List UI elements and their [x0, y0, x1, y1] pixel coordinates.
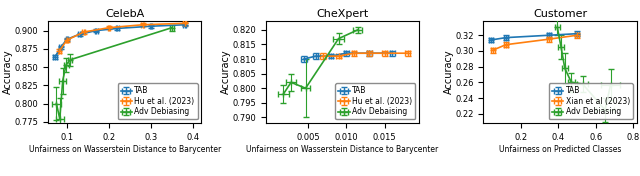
- Title: Customer: Customer: [533, 9, 587, 19]
- X-axis label: Unfairness on Predicted Classes: Unfairness on Predicted Classes: [499, 145, 621, 154]
- Y-axis label: Accuracy: Accuracy: [221, 50, 231, 95]
- Y-axis label: Accuracy: Accuracy: [3, 50, 13, 95]
- Legend: TAB, Hu et al. (2023), Adv Debiasing: TAB, Hu et al. (2023), Adv Debiasing: [118, 83, 198, 119]
- Legend: TAB, Hu et al. (2023), Adv Debaising: TAB, Hu et al. (2023), Adv Debaising: [335, 83, 415, 119]
- X-axis label: Unfairness on Wasserstein Distance to Barycenter: Unfairness on Wasserstein Distance to Ba…: [29, 145, 221, 154]
- Legend: TAB, Xian et al (2023), Adv Debiasing: TAB, Xian et al (2023), Adv Debiasing: [549, 83, 633, 119]
- Y-axis label: Accuracy: Accuracy: [444, 50, 454, 95]
- Title: CelebA: CelebA: [105, 9, 144, 19]
- X-axis label: Unfairness on Wasserstein Distance to Barycenter: Unfairness on Wasserstein Distance to Ba…: [246, 145, 438, 154]
- Title: CheXpert: CheXpert: [316, 9, 369, 19]
